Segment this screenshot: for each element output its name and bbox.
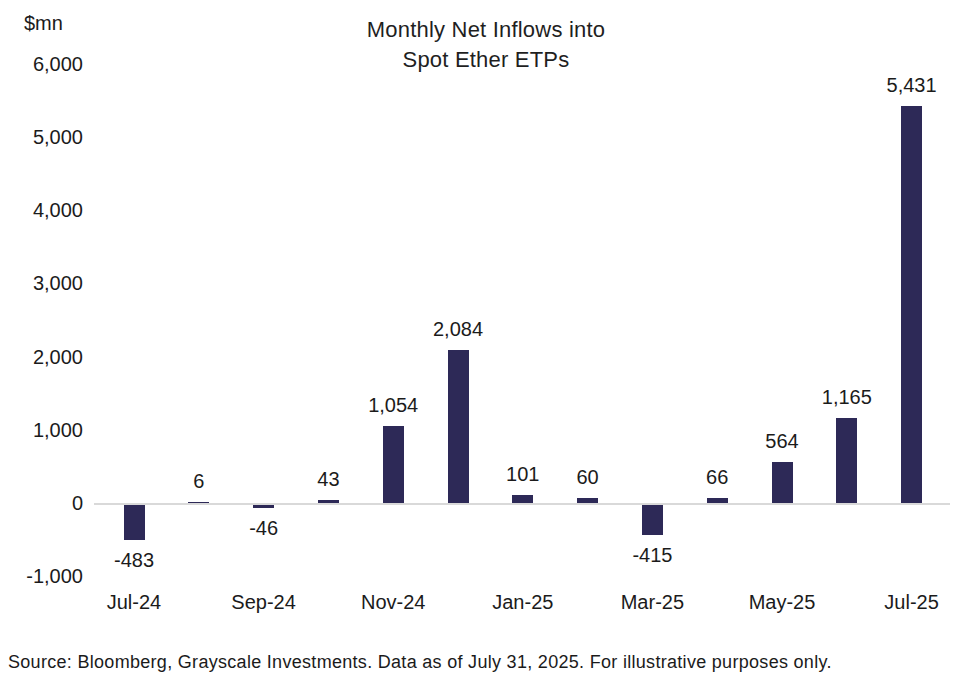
bar-value-label: 66 (672, 467, 762, 487)
bar-Jan-25 (512, 495, 533, 502)
bar-value-label: 564 (737, 431, 827, 451)
bar-value-label: 2,084 (413, 319, 503, 339)
x-tick-label: May-25 (737, 591, 827, 613)
bar-value-label: 1,165 (802, 387, 892, 407)
bar-value-label: 60 (543, 467, 633, 487)
bar-May-25 (772, 462, 793, 503)
y-tick-label: 5,000 (13, 126, 83, 148)
chart-title: Monthly Net Inflows into Spot Ether ETPs (0, 15, 972, 75)
bar-Dec-24 (448, 350, 469, 502)
bar-Jun-25 (836, 418, 857, 503)
y-tick-label: 4,000 (13, 199, 83, 221)
y-tick-label: 0 (13, 492, 83, 514)
bar-value-label: 43 (283, 469, 373, 489)
x-tick-label: Mar-25 (607, 591, 697, 613)
chart-canvas: $mn Monthly Net Inflows into Spot Ether … (0, 0, 972, 682)
x-tick-label: Nov-24 (348, 591, 438, 613)
x-tick-label: Jul-24 (89, 591, 179, 613)
x-tick-label: Jan-25 (478, 591, 568, 613)
bar-Jul-24 (124, 505, 145, 540)
bar-Sep-24 (253, 505, 274, 508)
bar-value-label: 6 (154, 471, 244, 491)
bar-value-label: 5,431 (867, 75, 957, 95)
x-tick-label: Sep-24 (219, 591, 309, 613)
bar-value-label: -483 (89, 550, 179, 570)
x-tick-label: Jul-25 (867, 591, 957, 613)
y-tick-label: 6,000 (13, 53, 83, 75)
x-axis-line (94, 503, 950, 505)
source-note: Source: Bloomberg, Grayscale Investments… (8, 651, 968, 673)
chart-title-line-1: Monthly Net Inflows into (0, 15, 972, 45)
bar-Nov-24 (383, 426, 404, 503)
y-tick-label: 1,000 (13, 419, 83, 441)
bar-Mar-25 (642, 505, 663, 535)
y-tick-label: 2,000 (13, 346, 83, 368)
bar-value-label: -415 (607, 545, 697, 565)
bar-value-label: -46 (219, 518, 309, 538)
bar-value-label: 1,054 (348, 395, 438, 415)
chart-title-line-2: Spot Ether ETPs (0, 45, 972, 75)
y-tick-label: 3,000 (13, 272, 83, 294)
bar-Jul-25 (901, 106, 922, 503)
y-tick-label: -1,000 (13, 565, 83, 587)
